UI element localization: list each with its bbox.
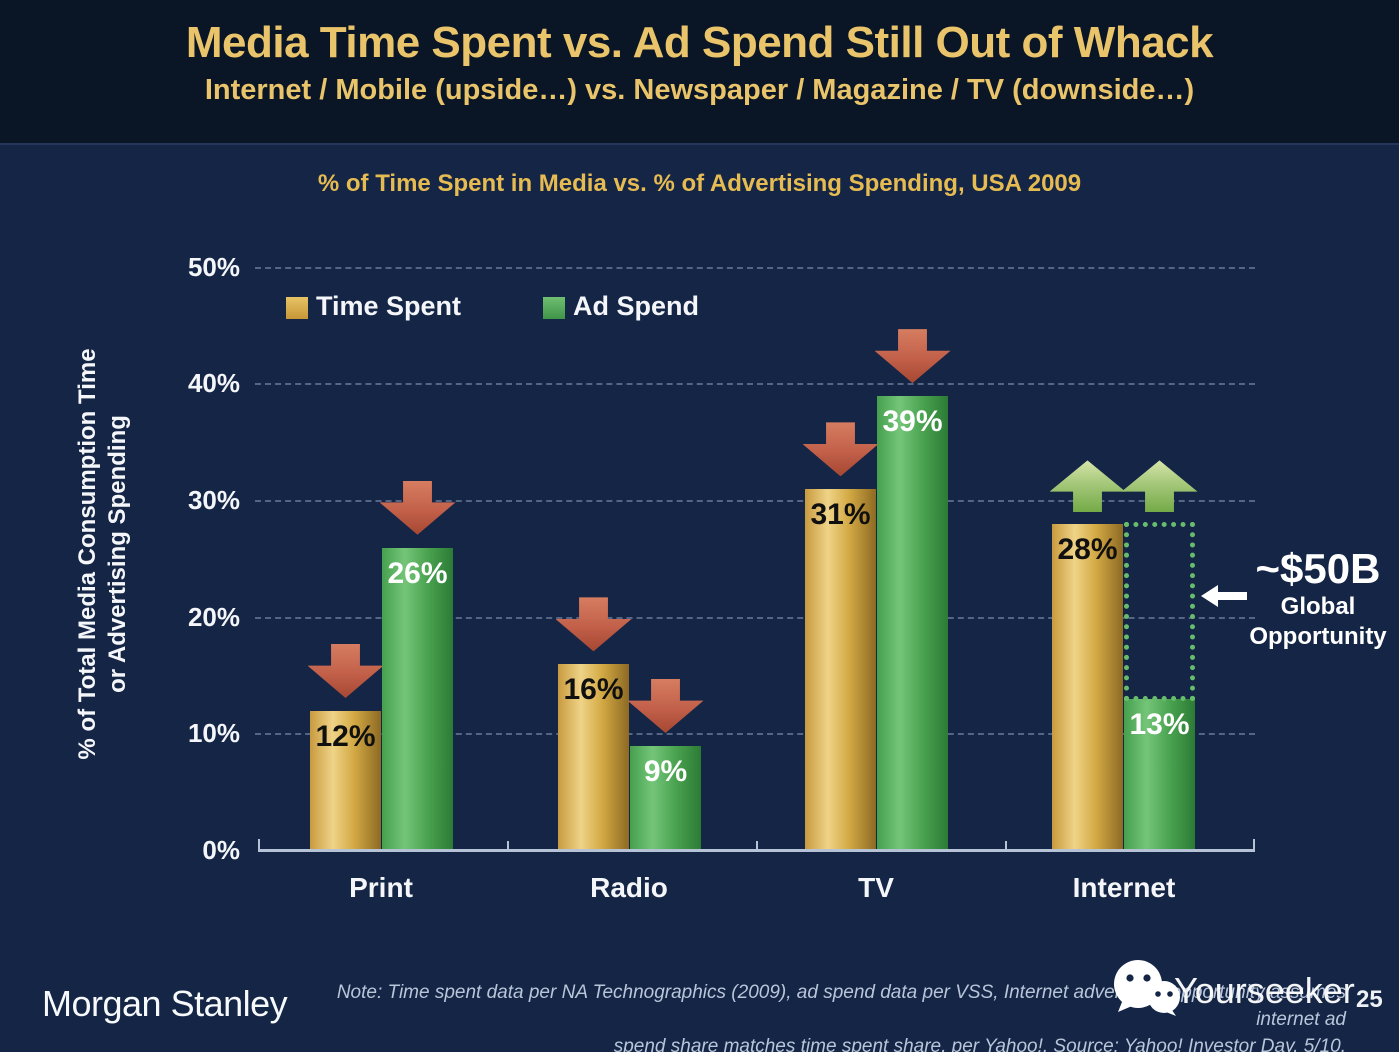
bar-value-label: 12%: [315, 720, 376, 754]
category-label-print: Print: [349, 872, 413, 903]
y-axis-title-line1: % of Total Media Consumption Time: [74, 348, 101, 760]
trend-down-arrow-icon: [555, 597, 632, 652]
category-label-radio: Radio: [590, 872, 668, 903]
legend-label-time-spent: Time Spent: [316, 291, 462, 321]
y-tick-label-10: 10%: [187, 718, 240, 749]
x-axis-tick: [507, 841, 509, 849]
wechat-icon: [1114, 960, 1180, 1016]
y-tick-label-40: 40%: [187, 368, 240, 399]
opportunity-value: ~$50B: [1255, 545, 1381, 592]
bar-tv-time-spent: 31%: [805, 489, 876, 851]
x-axis-tick: [1005, 841, 1007, 849]
slide-subtitle: Internet / Mobile (upside…) vs. Newspape…: [204, 74, 1195, 106]
trend-up-arrow-icon: [1121, 460, 1198, 513]
category-label-tv: TV: [858, 872, 894, 903]
opportunity-sublabel-1: Global: [1280, 593, 1356, 620]
opportunity-annotation: ~$50B Global Opportunity: [1240, 546, 1396, 652]
bar-internet-time-spent: 28%: [1052, 524, 1123, 851]
slide-title: Media Time Spent vs. Ad Spend Still Out …: [185, 18, 1214, 67]
y-tick-label-20: 20%: [187, 601, 240, 632]
bar-internet-ad-spend: 13%: [1124, 699, 1195, 851]
y-tick-label-50: 50%: [187, 251, 240, 282]
header-band: Media Time Spent vs. Ad Spend Still Out …: [0, 0, 1399, 145]
bar-value-label: 13%: [1129, 708, 1190, 742]
x-axis-tick: [756, 841, 758, 849]
source-note-line1: Note: Time spent data per NA Technograph…: [336, 982, 1346, 1030]
x-axis-tick: [1253, 839, 1255, 849]
y-tick-label-30: 30%: [187, 485, 240, 516]
gridline-50: [255, 266, 1255, 269]
bar-value-label: 28%: [1057, 533, 1118, 567]
legend-swatch-ad-spend: [543, 297, 565, 319]
y-axis-title-line2: or Advertising Spending: [104, 415, 131, 693]
bar-value-label: 31%: [810, 498, 871, 532]
trend-down-arrow-icon: [627, 679, 704, 734]
opportunity-sublabel-2: Opportunity: [1249, 623, 1387, 650]
watermark-text: Yourseeker: [1174, 970, 1355, 1011]
left-arrow-icon: [1201, 585, 1247, 607]
morgan-stanley-logo: Morgan Stanley: [42, 983, 288, 1024]
trend-down-arrow-icon: [802, 422, 879, 477]
bar-print-ad-spend: 26%: [382, 547, 453, 851]
trend-down-arrow-icon: [379, 480, 456, 535]
y-tick-label-0: 0%: [202, 835, 240, 865]
chart-title: % of Time Spent in Media vs. % of Advert…: [317, 170, 1082, 197]
gridline-40: [255, 383, 1255, 386]
bar-tv-ad-spend: 39%: [877, 396, 948, 851]
bar-value-label: 26%: [387, 556, 448, 590]
source-note-line2: spend share matches time spent share, pe…: [613, 1036, 1346, 1052]
trend-down-arrow-icon: [307, 644, 384, 699]
gridline-20: [255, 616, 1255, 619]
gridline-30: [255, 500, 1255, 503]
y-axis-title: % of Total Media Consumption Time or Adv…: [73, 204, 135, 904]
trend-down-arrow-icon: [874, 329, 951, 384]
trend-up-arrow-icon: [1049, 460, 1126, 513]
gridline-10: [255, 733, 1255, 736]
page-number: 25: [1356, 986, 1383, 1013]
bar-value-label: 16%: [563, 673, 624, 707]
bar-value-label: 39%: [882, 405, 943, 439]
legend-swatch-time-spent: [286, 297, 308, 319]
category-label-internet: Internet: [1072, 872, 1176, 903]
opportunity-gap-rect: [1124, 522, 1195, 702]
bar-print-time-spent: 12%: [310, 711, 381, 851]
bar-value-label: 9%: [643, 755, 688, 789]
x-axis-line: [258, 849, 1255, 852]
bar-radio-time-spent: 16%: [558, 664, 629, 851]
legend-label-ad-spend: Ad Spend: [573, 291, 699, 321]
watermark: Yourseeker: [1108, 960, 1388, 1020]
bar-radio-ad-spend: 9%: [630, 746, 701, 851]
x-axis-tick: [258, 839, 260, 849]
source-note: Note: Time spent data per NA Technograph…: [310, 979, 1346, 1052]
